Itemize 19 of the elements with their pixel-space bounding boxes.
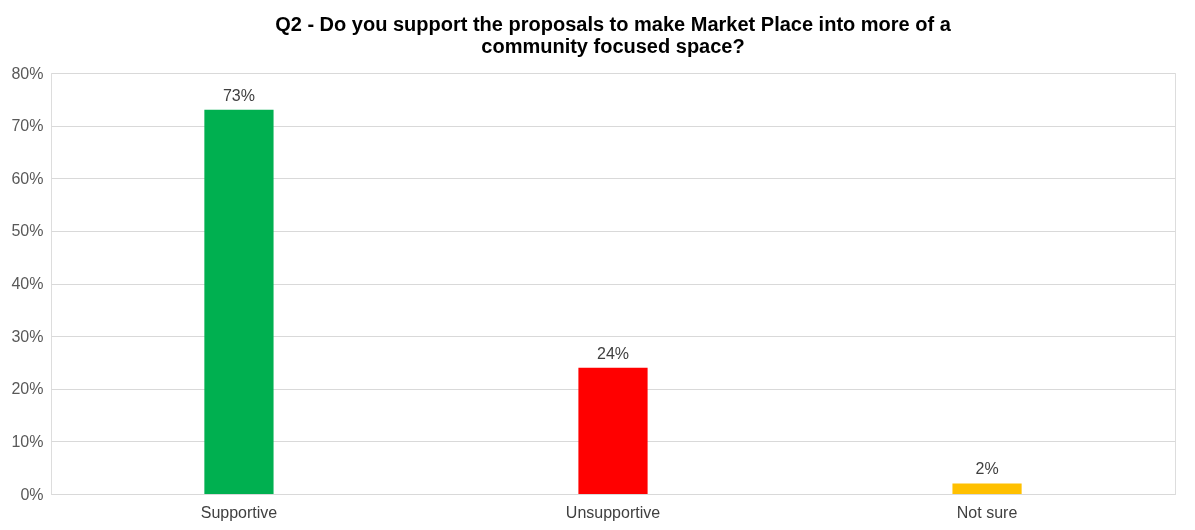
y-tick-label: 70% [11, 117, 44, 135]
data-label: 73% [222, 86, 255, 104]
y-tick-label: 0% [20, 485, 44, 503]
y-tick-label: 10% [11, 432, 44, 450]
y-tick-label: 30% [11, 327, 44, 345]
y-tick-label: 50% [11, 222, 44, 240]
bar [578, 367, 648, 494]
bar [204, 109, 274, 494]
bar [952, 483, 1022, 494]
y-tick-label: 20% [11, 380, 44, 398]
y-tick-label: 40% [11, 275, 44, 292]
x-tick-label: Unsupportive [565, 503, 661, 521]
data-label: 2% [975, 460, 999, 478]
x-tick-label: Not sure [956, 503, 1018, 521]
y-tick-label: 60% [11, 169, 44, 187]
x-tick-label: Supportive [200, 503, 278, 521]
chart-title: Q2 - Do you support the proposals to make Market Place into more of a community focused space? [275, 13, 952, 57]
y-tick-label: 80% [11, 64, 44, 82]
data-label: 24% [596, 344, 630, 362]
